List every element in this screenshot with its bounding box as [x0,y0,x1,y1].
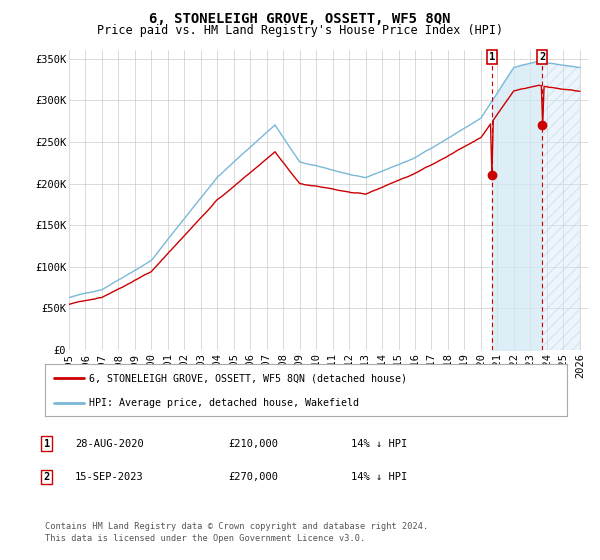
Text: £210,000: £210,000 [228,438,278,449]
Text: 6, STONELEIGH GROVE, OSSETT, WF5 8QN (detached house): 6, STONELEIGH GROVE, OSSETT, WF5 8QN (de… [89,374,407,384]
Text: HPI: Average price, detached house, Wakefield: HPI: Average price, detached house, Wake… [89,398,359,408]
Text: 15-SEP-2023: 15-SEP-2023 [75,472,144,482]
Text: 1: 1 [488,52,495,62]
Text: 2: 2 [44,472,50,482]
Text: 1: 1 [44,438,50,449]
Text: This data is licensed under the Open Government Licence v3.0.: This data is licensed under the Open Gov… [45,534,365,543]
Text: £270,000: £270,000 [228,472,278,482]
Text: 14% ↓ HPI: 14% ↓ HPI [351,438,407,449]
Text: 6, STONELEIGH GROVE, OSSETT, WF5 8QN: 6, STONELEIGH GROVE, OSSETT, WF5 8QN [149,12,451,26]
Text: 14% ↓ HPI: 14% ↓ HPI [351,472,407,482]
Text: Price paid vs. HM Land Registry's House Price Index (HPI): Price paid vs. HM Land Registry's House … [97,24,503,37]
Text: Contains HM Land Registry data © Crown copyright and database right 2024.: Contains HM Land Registry data © Crown c… [45,522,428,531]
Text: 28-AUG-2020: 28-AUG-2020 [75,438,144,449]
Text: 2: 2 [539,52,545,62]
